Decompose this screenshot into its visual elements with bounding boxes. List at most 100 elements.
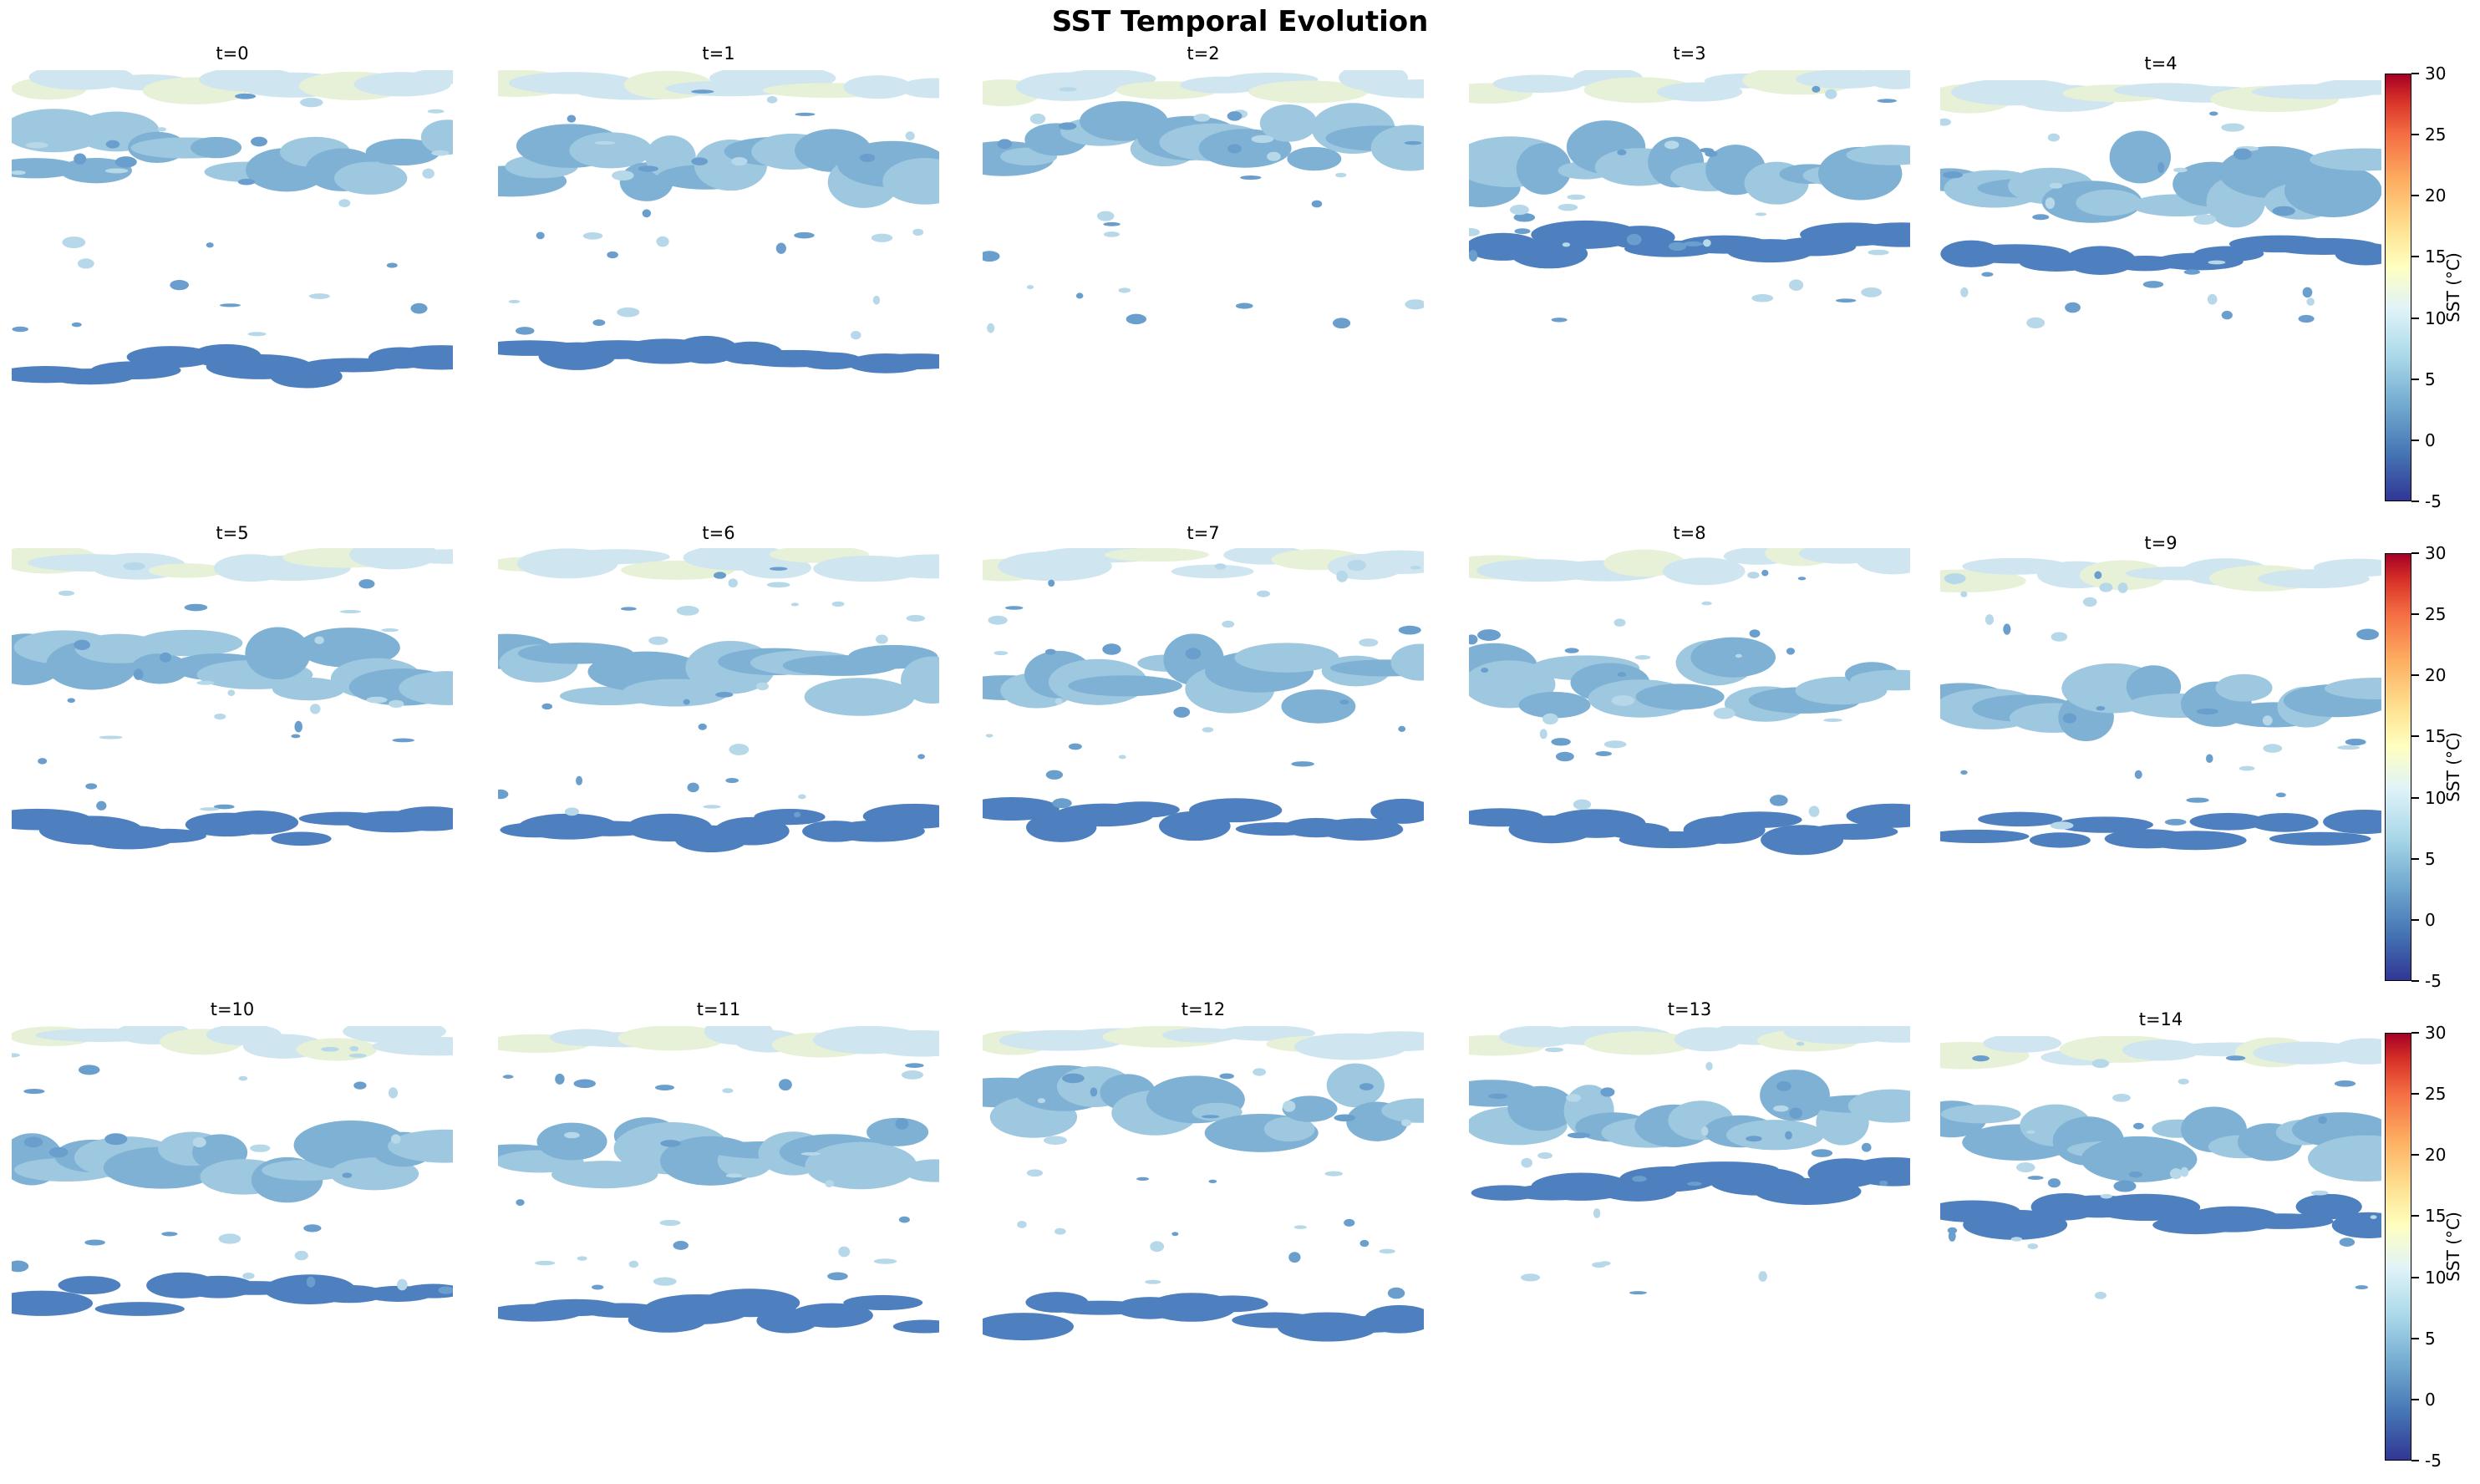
sst-region	[2169, 1168, 2183, 1180]
sst-region	[2221, 310, 2233, 320]
sst-region	[1351, 550, 1424, 574]
sst-region	[2314, 558, 2381, 577]
sst-region	[12, 1260, 29, 1273]
sst-region	[2345, 738, 2366, 746]
sst-region	[2010, 1237, 2023, 1242]
sst-region	[1635, 684, 1725, 710]
colorbar-label: SST (°C)	[2443, 1212, 2463, 1282]
sst-region	[983, 796, 1060, 821]
sst-region	[731, 157, 748, 166]
sst-region	[349, 1045, 359, 1052]
sst-region	[2339, 1238, 2355, 1247]
sst-region	[1551, 738, 1571, 746]
tick-mark	[2411, 674, 2419, 677]
sst-region	[1492, 74, 1584, 94]
sst-region	[2144, 831, 2247, 851]
sst-region	[1311, 200, 1323, 208]
tick-label: 5	[2425, 848, 2436, 869]
sst-region	[1811, 1149, 1833, 1157]
sst-region	[23, 1136, 43, 1148]
tick-mark	[2411, 134, 2419, 136]
sst-region	[555, 1073, 565, 1085]
sst-region	[1595, 751, 1612, 756]
sst-region	[825, 1180, 834, 1187]
sst-region	[2051, 632, 2068, 642]
tick-label: 25	[2425, 604, 2447, 625]
sst-region	[827, 1272, 848, 1281]
sst-region	[294, 720, 302, 733]
tick-label: -5	[2425, 971, 2442, 991]
sst-region	[388, 1087, 399, 1099]
sst-region	[871, 233, 893, 242]
sst-region	[2117, 582, 2128, 593]
sst-region	[2208, 260, 2226, 265]
panel-title: t=7	[1187, 523, 1220, 543]
sst-region	[160, 652, 172, 663]
sst-region	[126, 346, 216, 368]
sst-region	[1361, 79, 1424, 99]
sst-region	[1985, 614, 1995, 625]
sst-region	[2091, 1059, 2109, 1069]
tick-mark	[2411, 980, 2419, 982]
sst-region	[659, 1219, 681, 1226]
sst-region	[1283, 1100, 1296, 1112]
sst-region	[99, 735, 123, 739]
tick-mark	[2411, 317, 2419, 319]
sst-region	[1263, 1116, 1315, 1142]
sst-region	[656, 236, 669, 247]
sst-region	[114, 156, 137, 168]
sst-region	[859, 153, 876, 163]
sst-region	[1029, 113, 1046, 125]
sst-map	[12, 70, 453, 389]
sst-region	[353, 1081, 367, 1090]
sst-map	[498, 1026, 939, 1334]
panel-title: t=2	[1187, 43, 1220, 64]
sst-region	[1291, 761, 1314, 767]
sst-region	[1469, 227, 1481, 236]
sst-region	[769, 567, 788, 571]
sst-region	[728, 578, 738, 588]
sst-region	[795, 112, 816, 116]
sst-region	[2173, 167, 2188, 173]
sst-region	[1347, 559, 1366, 572]
sst-region	[2263, 744, 2283, 753]
sst-region	[1477, 629, 1502, 641]
sst-region	[994, 650, 1009, 656]
sst-region	[1045, 648, 1056, 655]
sst-region	[2355, 1285, 2369, 1290]
sst-map	[498, 548, 939, 853]
sst-region	[725, 777, 739, 784]
sst-region	[536, 231, 545, 240]
sst-region	[1293, 1225, 1307, 1229]
sst-region	[1326, 1063, 1385, 1108]
sst-region	[1185, 648, 1202, 660]
sst-region	[237, 178, 256, 186]
sst-region	[1222, 620, 1235, 628]
tick-label: 0	[2425, 909, 2436, 930]
sst-region	[191, 136, 242, 159]
sst-region	[386, 262, 398, 268]
sst-region	[1227, 111, 1243, 121]
sst-region	[2016, 1162, 2035, 1173]
sst-region	[392, 738, 414, 743]
sst-region	[2142, 281, 2164, 288]
sst-region	[2370, 1215, 2377, 1219]
sst-region	[12, 326, 29, 333]
sst-region	[342, 1172, 353, 1178]
sst-region	[2183, 269, 2201, 275]
sst-region	[2027, 1176, 2044, 1181]
sst-region	[1387, 1287, 1405, 1299]
sst-region	[838, 1246, 851, 1258]
sst-region	[831, 601, 845, 607]
sst-region	[722, 1088, 734, 1094]
sst-region	[620, 607, 637, 611]
sst-region	[59, 157, 132, 184]
sst-region	[2112, 1093, 2131, 1102]
sst-region	[617, 307, 640, 318]
sst-region	[235, 93, 257, 99]
sst-region	[196, 680, 215, 685]
tick-label: 15	[2425, 726, 2447, 747]
sst-region	[1701, 601, 1712, 606]
sst-region	[2157, 161, 2165, 174]
sst-region	[2096, 705, 2106, 711]
